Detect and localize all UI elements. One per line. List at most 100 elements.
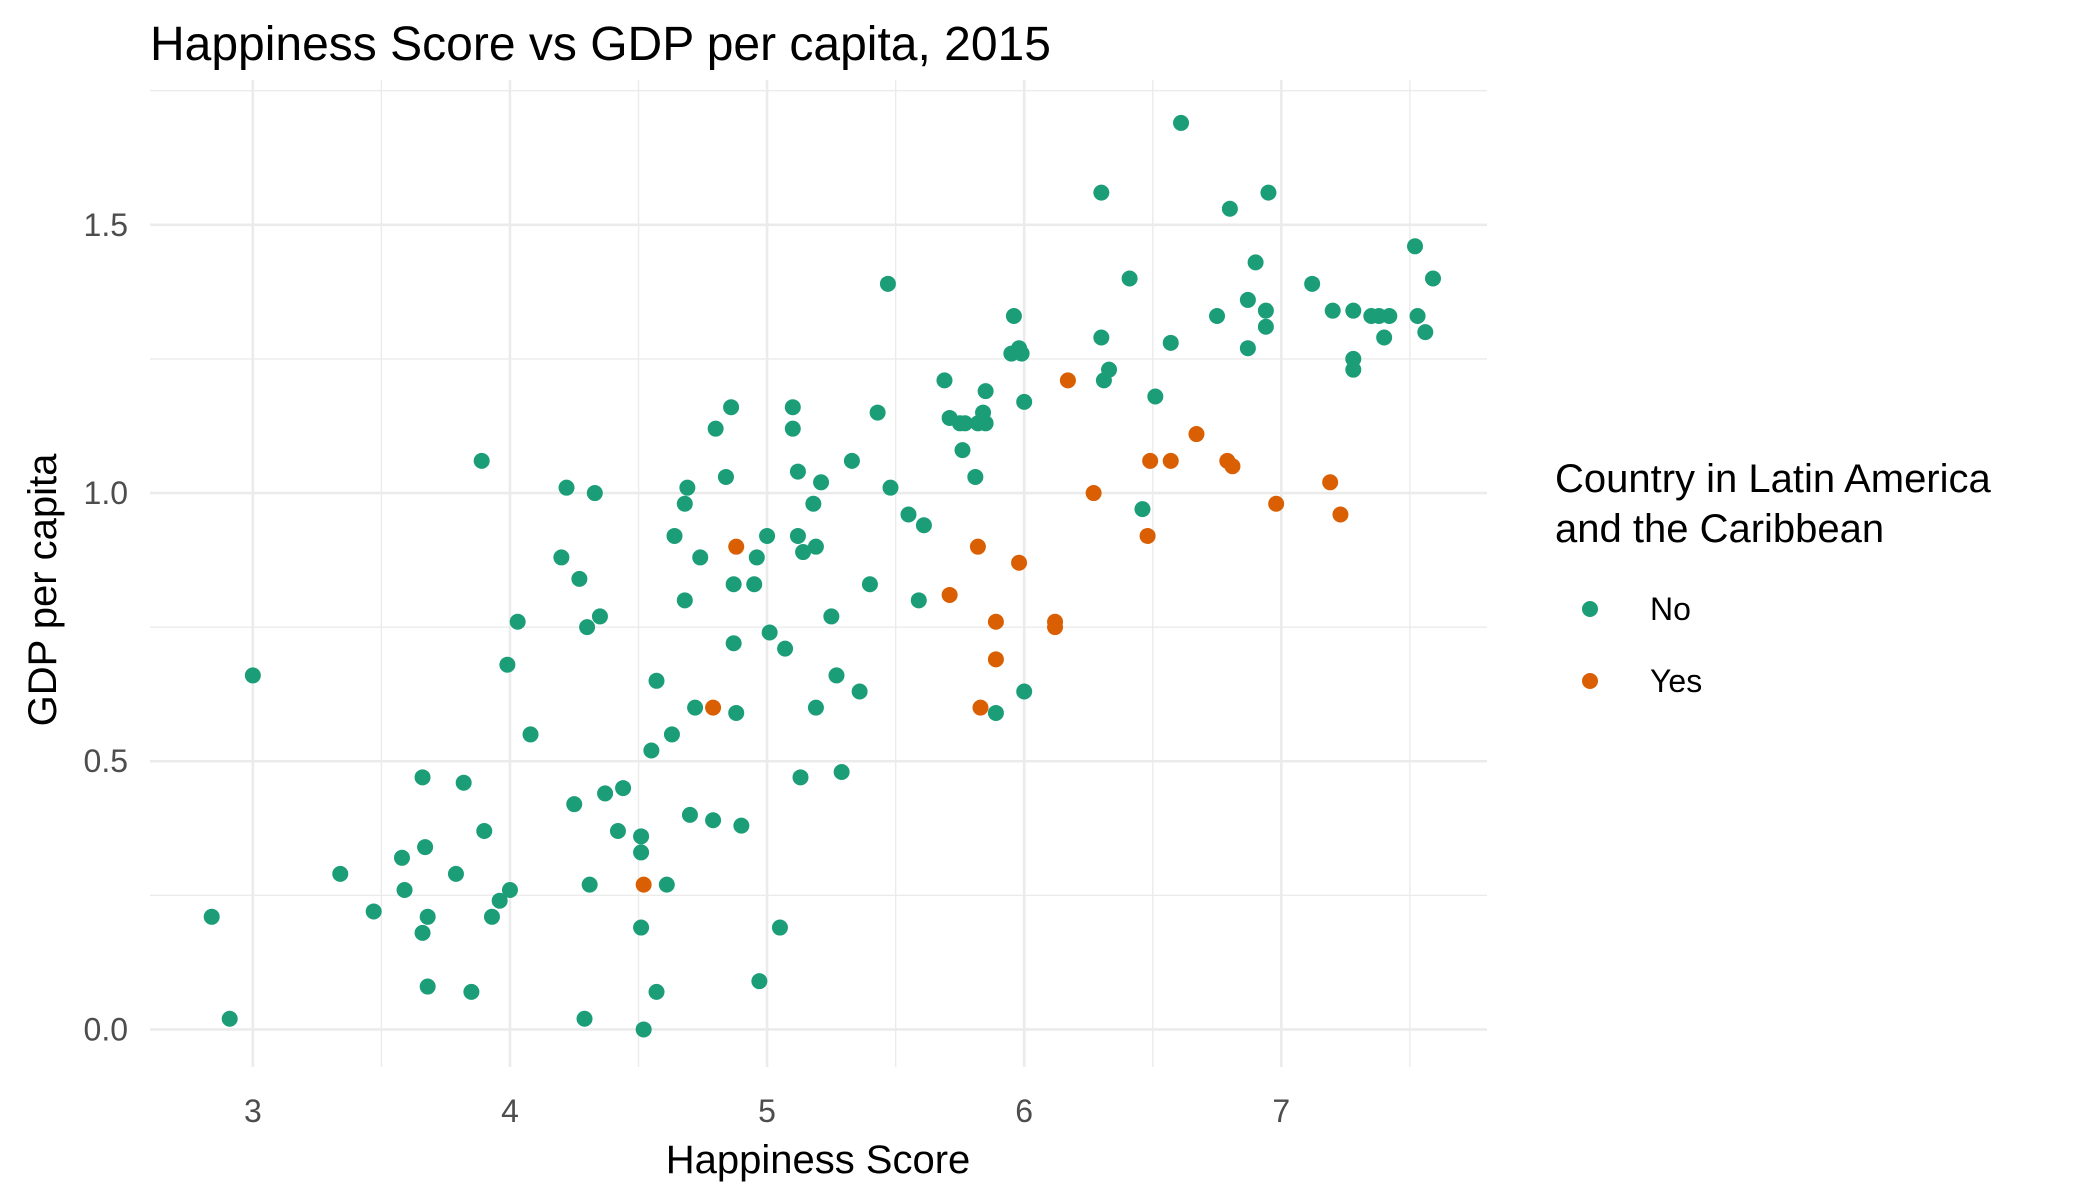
legend-swatch-no (1582, 601, 1598, 617)
point-no (522, 726, 539, 743)
point-yes (1047, 613, 1064, 630)
point-no (792, 769, 809, 786)
point-yes (1162, 452, 1179, 469)
point-no (957, 415, 974, 432)
plot-points (203, 114, 1442, 1038)
point-no (751, 973, 768, 990)
point-no (828, 667, 845, 684)
point-no (761, 624, 778, 641)
point-no (558, 479, 575, 496)
point-no (915, 517, 932, 534)
point-yes (1268, 495, 1285, 512)
point-no (676, 592, 693, 609)
point-yes (705, 699, 722, 716)
point-no (586, 485, 603, 502)
point-no (635, 1021, 652, 1038)
y-axis-title: GDP per capita (21, 453, 65, 726)
point-no (393, 849, 410, 866)
point-no (491, 892, 508, 909)
point-no (1239, 291, 1256, 308)
point-no (365, 903, 382, 920)
point-no (725, 576, 742, 593)
point-no (1345, 361, 1362, 378)
point-yes (1332, 506, 1349, 523)
point-yes (1085, 485, 1102, 502)
point-no (987, 704, 1004, 721)
point-no (666, 527, 683, 544)
point-no (1345, 302, 1362, 319)
point-no (851, 683, 868, 700)
point-no (1134, 501, 1151, 518)
point-yes (1188, 426, 1205, 443)
point-no (784, 420, 801, 437)
point-no (777, 640, 794, 657)
point-no (1425, 270, 1442, 287)
point-yes (635, 876, 652, 893)
point-no (221, 1010, 238, 1027)
point-no (1304, 275, 1321, 292)
point-no (705, 812, 722, 829)
point-no (869, 404, 886, 421)
point-no (967, 468, 984, 485)
point-no (789, 527, 806, 544)
point-no (910, 592, 927, 609)
point-no (805, 495, 822, 512)
point-no (1409, 308, 1426, 325)
point-no (1376, 329, 1393, 346)
x-tick-label: 7 (1272, 1093, 1290, 1129)
point-no (633, 828, 650, 845)
point-no (1221, 200, 1238, 217)
point-no (476, 822, 493, 839)
point-no (1247, 254, 1264, 271)
x-tick-label: 6 (1015, 1093, 1033, 1129)
point-yes (1059, 372, 1076, 389)
legend-label-no: No (1650, 591, 1691, 627)
point-no (977, 415, 994, 432)
point-no (414, 769, 431, 786)
point-no (571, 570, 588, 587)
point-no (1005, 308, 1022, 325)
point-no (759, 527, 776, 544)
point-no (807, 538, 824, 555)
point-no (509, 613, 526, 630)
point-no (597, 785, 614, 802)
point-no (566, 796, 583, 813)
point-no (733, 817, 750, 834)
point-no (581, 876, 598, 893)
point-no (843, 452, 860, 469)
point-no (615, 780, 632, 797)
point-no (692, 549, 709, 566)
point-no (609, 822, 626, 839)
point-no (501, 881, 518, 898)
point-no (681, 806, 698, 823)
point-no (833, 763, 850, 780)
point-no (663, 726, 680, 743)
point-no (1093, 329, 1110, 346)
y-tick-label: 0.0 (84, 1011, 128, 1047)
point-no (473, 452, 490, 469)
point-no (419, 978, 436, 995)
point-no (633, 919, 650, 936)
point-no (795, 544, 812, 561)
point-no (1162, 334, 1179, 351)
point-no (813, 474, 830, 491)
point-no (861, 576, 878, 593)
point-yes (728, 538, 745, 555)
y-tick-label: 1.0 (84, 475, 128, 511)
point-no (1016, 683, 1033, 700)
point-no (332, 865, 349, 882)
point-no (447, 865, 464, 882)
point-no (463, 983, 480, 1000)
point-no (707, 420, 724, 437)
point-yes (941, 586, 958, 603)
legend-label-yes: Yes (1650, 663, 1702, 699)
grid (150, 80, 1487, 1067)
point-no (1417, 324, 1434, 341)
point-no (954, 442, 971, 459)
point-no (591, 608, 608, 625)
point-no (648, 983, 665, 1000)
point-no (1101, 361, 1118, 378)
point-no (723, 399, 740, 416)
point-no (419, 908, 436, 925)
x-tick-label: 4 (501, 1093, 519, 1129)
